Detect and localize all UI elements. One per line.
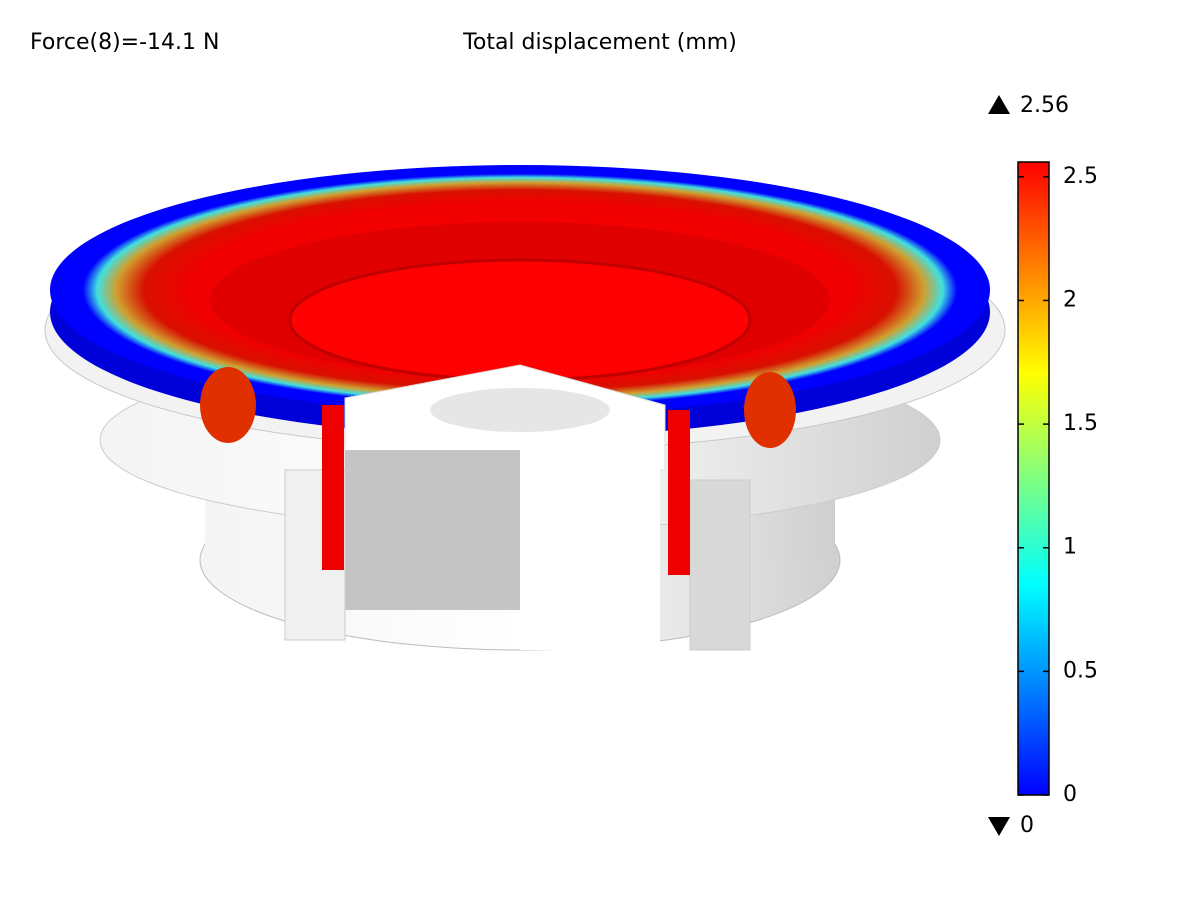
max-label: 2.56 xyxy=(1020,93,1069,118)
colorbar-scale xyxy=(1017,161,1050,796)
coil xyxy=(668,410,690,575)
max-marker xyxy=(988,95,1010,114)
min-marker xyxy=(988,817,1010,836)
pole-piece xyxy=(345,450,520,610)
tick-label: 0 xyxy=(1063,782,1077,807)
tick-label: 1 xyxy=(1063,535,1077,560)
pole-piece xyxy=(520,450,660,650)
roll xyxy=(744,372,796,448)
tick-label: 1.5 xyxy=(1063,411,1098,436)
tick-label: 2.5 xyxy=(1063,164,1098,189)
min-label: 0 xyxy=(1020,813,1034,838)
coil xyxy=(322,405,344,570)
annotation: Force(8)=-14.1 N xyxy=(30,30,220,55)
tick-label: 0.5 xyxy=(1063,658,1098,683)
bore xyxy=(430,388,610,432)
dome xyxy=(288,258,752,382)
roll xyxy=(200,367,256,443)
tick-label: 2 xyxy=(1063,287,1077,312)
magnet xyxy=(689,479,751,651)
chart-title: Total displacement (mm) xyxy=(462,30,737,55)
model-geometry xyxy=(44,165,1006,651)
colorbar: 0 0.5 1 1.5 2 2.5 2.56 0 xyxy=(988,93,1098,838)
